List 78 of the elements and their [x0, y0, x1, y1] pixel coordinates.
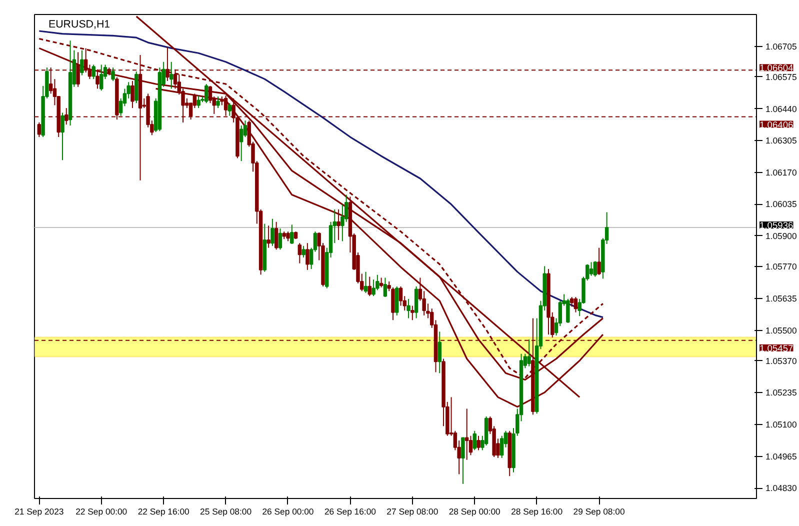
candlestick	[410, 305, 414, 321]
candlestick	[60, 112, 64, 161]
candlestick	[398, 286, 403, 306]
candlestick	[169, 61, 174, 90]
candlestick	[438, 331, 442, 374]
candlestick	[461, 437, 465, 484]
candlestick	[406, 298, 410, 319]
x-tick-label: 28 Sep 16:00	[511, 506, 563, 516]
ref-line-label: 1.05457	[760, 343, 794, 354]
x-tick-label: 21 Sep 2023	[14, 506, 64, 516]
candlestick	[336, 208, 340, 241]
x-tick-label: 29 Sep 08:00	[573, 506, 625, 516]
candlestick	[306, 242, 310, 270]
y-tick-label: 1.06035	[766, 199, 797, 210]
candlestick	[286, 231, 290, 242]
y-tick-label: 1.05500	[766, 325, 797, 336]
x-tick-label: 22 Sep 16:00	[138, 506, 190, 516]
y-tick-label: 1.05100	[766, 420, 797, 430]
y-tick-label: 1.04830	[766, 483, 797, 494]
candlestick	[76, 52, 80, 88]
candlestick	[570, 296, 574, 308]
candlestick	[270, 218, 274, 246]
candlestick	[372, 279, 376, 297]
candlestick	[274, 221, 278, 250]
candlestick	[290, 224, 294, 245]
candlestick	[566, 298, 570, 324]
candlestick	[597, 247, 601, 276]
y-tick-label: 1.05370	[766, 356, 797, 366]
candlestick	[364, 271, 368, 294]
candlestick	[302, 245, 306, 258]
y-tick-label: 1.05635	[766, 293, 797, 304]
candlestick	[196, 95, 200, 109]
y-tick-label: 1.04965	[766, 451, 797, 462]
candlestick	[216, 96, 220, 109]
candlestick	[266, 225, 270, 248]
x-tick-label: 25 Sep 08:00	[200, 506, 252, 516]
y-tick-label: 1.06440	[766, 104, 797, 114]
candlestick	[64, 108, 68, 126]
ref-line-label: 1.05936	[760, 220, 794, 231]
ref-line-label: 1.06406	[760, 120, 794, 130]
candlestick	[228, 102, 232, 116]
y-tick-label: 1.05235	[766, 388, 797, 398]
candlestick	[80, 50, 84, 76]
candlestick	[239, 124, 244, 162]
x-tick-label: 27 Sep 08:00	[386, 506, 438, 516]
candlestick	[593, 260, 598, 278]
x-tick-label: 26 Sep 00:00	[262, 506, 314, 516]
x-tick-label: 28 Sep 00:00	[448, 506, 501, 516]
candlestick	[204, 84, 208, 104]
candlestick	[527, 338, 531, 367]
candlestick	[574, 296, 578, 313]
y-tick-label: 1.06170	[766, 167, 797, 178]
candlestick	[130, 80, 134, 109]
candlestick	[298, 242, 302, 264]
x-tick-label: 22 Sep 00:00	[76, 506, 128, 516]
chart-title: EURUSD,H1	[48, 18, 110, 30]
y-tick-label: 1.06705	[766, 41, 797, 52]
candlestick	[278, 228, 282, 250]
candlestick	[368, 276, 372, 297]
candlestick	[589, 262, 594, 276]
candlestick	[37, 122, 42, 138]
line-series	[38, 30, 604, 318]
candlestick	[500, 435, 504, 458]
ref-line-label: 1.06604	[760, 63, 794, 74]
candlestick	[472, 430, 476, 451]
candlestick	[379, 277, 384, 288]
candlestick	[111, 67, 115, 82]
y-tick-label: 1.05900	[766, 231, 797, 241]
y-tick-label: 1.06305	[766, 136, 797, 146]
candlestick	[414, 286, 418, 319]
y-tick-label: 1.06575	[766, 72, 797, 82]
candlestick	[100, 64, 104, 92]
candlestick	[383, 277, 388, 298]
candlestick	[476, 435, 480, 451]
candlestick	[464, 408, 469, 460]
candlestick	[92, 64, 96, 80]
y-tick-label: 1.05770	[766, 262, 797, 272]
x-tick-label: 26 Sep 16:00	[324, 506, 376, 516]
